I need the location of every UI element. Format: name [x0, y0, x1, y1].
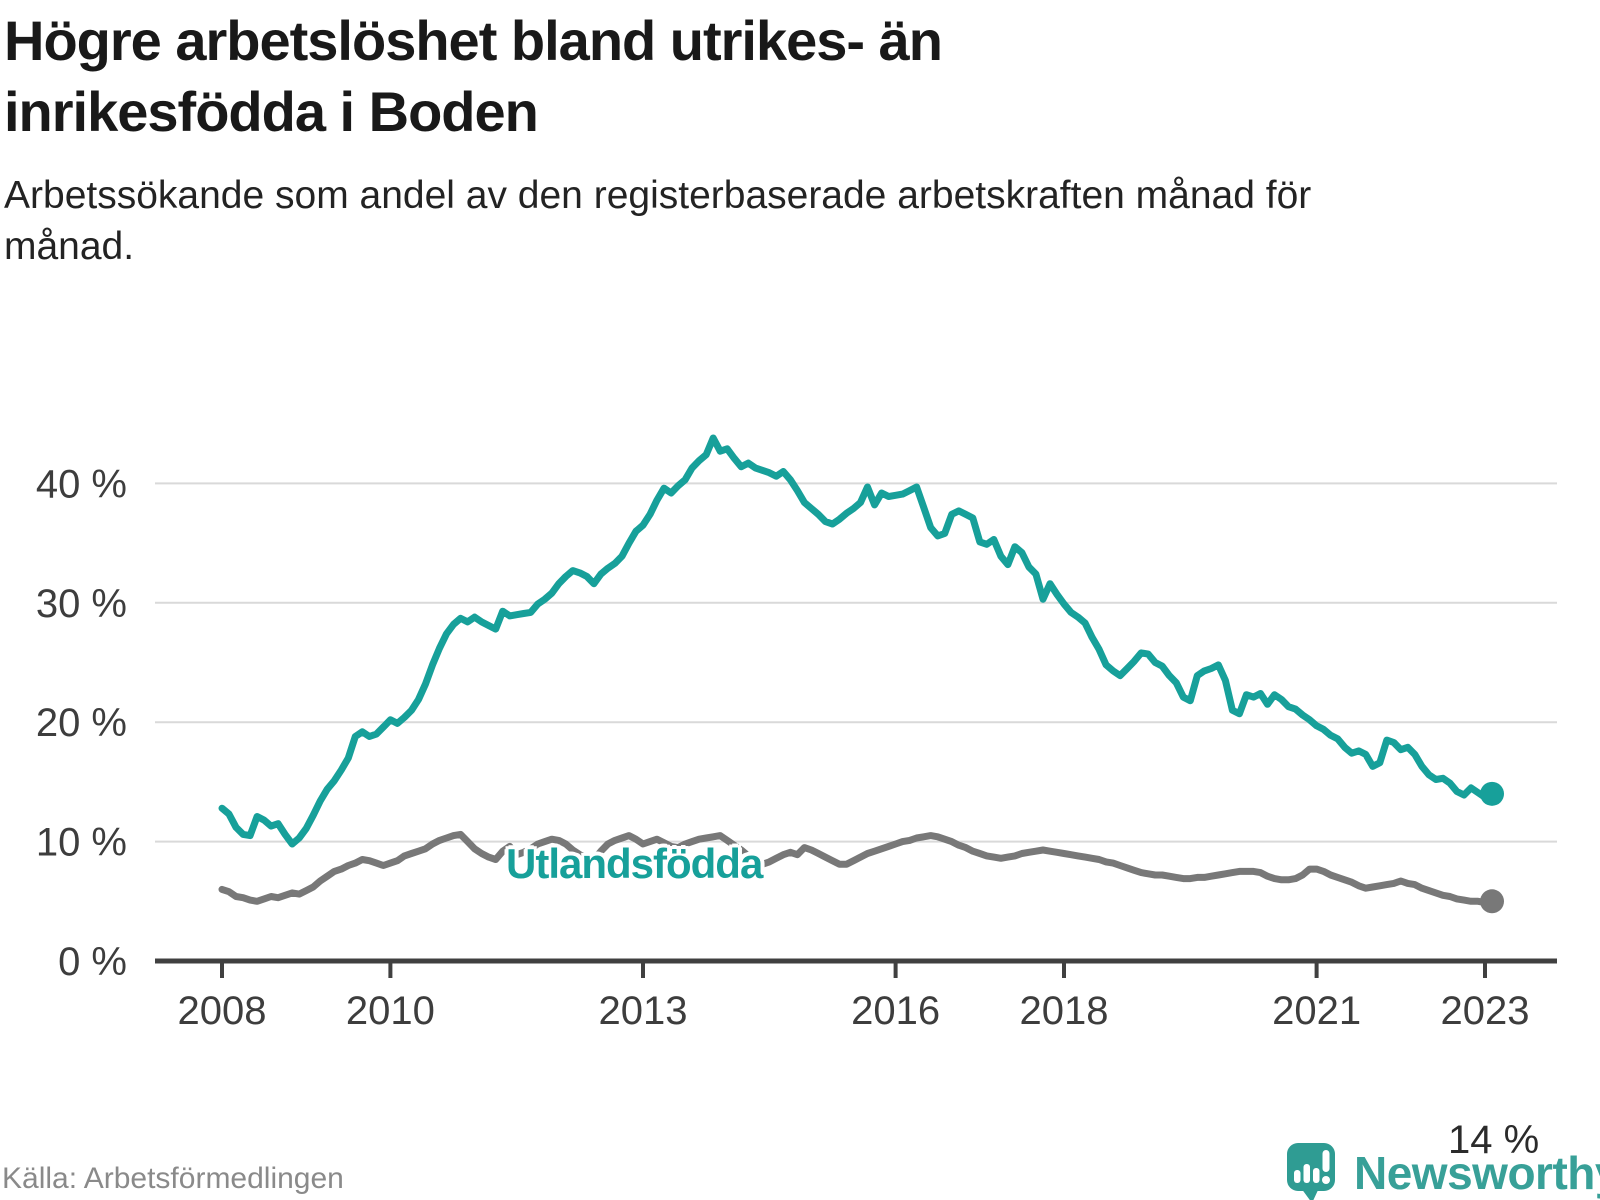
newsworthy-logo: Newsworthy	[1286, 1142, 1600, 1200]
series-line-total	[218, 830, 1496, 906]
line-chart: 0 % 10 % 20 % 30 % 40 % 2008 2010 2013 2016 2018 2…	[0, 386, 1600, 1162]
logo-bubble-tail	[1301, 1188, 1319, 1200]
logo-bar-3-icon	[1313, 1168, 1320, 1183]
newsworthy-logo-icon	[1287, 1143, 1335, 1200]
x-axis-label: 2021	[1272, 989, 1361, 1033]
series-end-dot-total	[1480, 889, 1505, 914]
logo-exclamation-dot	[1322, 1176, 1330, 1184]
y-axis-label: 40 %	[36, 462, 127, 506]
logo-exclamation-icon	[1322, 1150, 1330, 1172]
series-label-utlandsfodda: Utlandsfödda	[506, 840, 763, 887]
series-line-utlandsfodda	[218, 434, 1496, 848]
y-axis-label: 20 %	[36, 701, 127, 745]
logo-bar-2-icon	[1303, 1164, 1310, 1183]
chart-canvas: 0 % 10 % 20 % 30 % 40 % 2008 2010 2013 2016 2018 2…	[36, 434, 1557, 1033]
x-axis-label: 2023	[1441, 989, 1530, 1033]
source-note: Källa: Arbetsförmedlingen	[2, 1162, 344, 1195]
series-end-dot-utlandsfodda	[1480, 781, 1505, 806]
x-axis-label: 2016	[851, 989, 940, 1033]
page-title: Högre arbetslöshet bland utrikes- än inr…	[4, 9, 943, 143]
y-axis-label: 0 %	[58, 940, 127, 984]
y-axis-label: 30 %	[36, 582, 127, 626]
infographic-root: Högre arbetslöshet bland utrikes- än inr…	[0, 6, 1600, 1200]
x-axis-label: 2013	[599, 989, 688, 1033]
x-axis-label: 2010	[346, 989, 435, 1033]
x-axis-label: 2008	[178, 989, 267, 1033]
end-value-label-utlandsfodda: 14 %	[1448, 1118, 1540, 1162]
x-axis-label: 2018	[1020, 989, 1109, 1033]
newsworthy-logo-text: Newsworthy	[1354, 1147, 1600, 1199]
logo-bar-1-icon	[1294, 1170, 1301, 1183]
y-axis-label: 10 %	[36, 821, 127, 865]
page-subtitle: Arbetssökande som andel av den registerb…	[4, 174, 1312, 268]
